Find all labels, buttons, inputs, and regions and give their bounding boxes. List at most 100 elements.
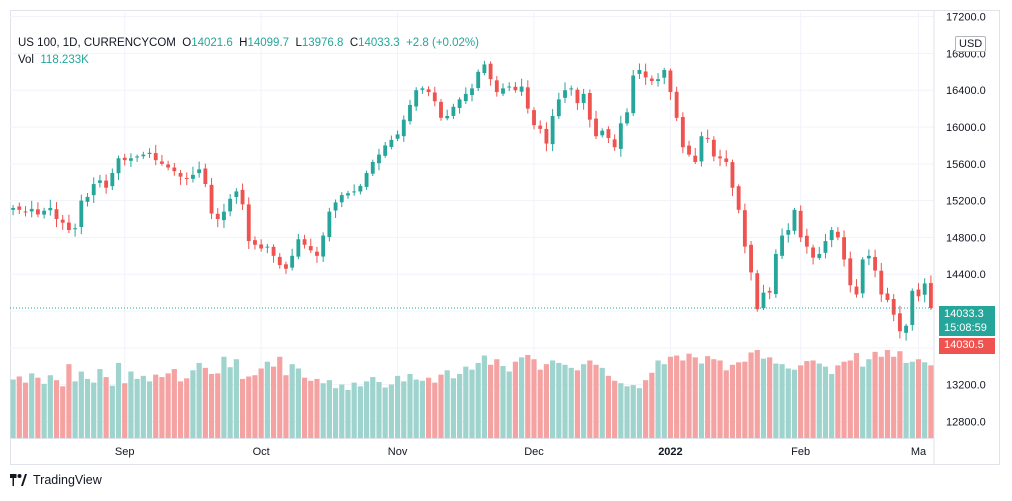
symbol-label[interactable]: US 100, 1D, CURRENCYCOM <box>18 37 176 49</box>
volume-bar <box>599 367 605 438</box>
volume-bar <box>22 382 29 438</box>
volume-bar <box>822 366 829 438</box>
volume-bar <box>115 362 122 438</box>
x-tick-label: Nov <box>388 446 408 458</box>
candle-body <box>631 75 636 114</box>
volume-bar <box>215 373 221 438</box>
candle-body <box>817 253 822 258</box>
candle-body <box>315 251 319 256</box>
volume-bar <box>729 364 736 438</box>
volume-bar <box>481 355 488 438</box>
volume-bar <box>475 362 481 438</box>
ohlc-row: US 100, 1D, CURRENCYCOM O14021.6 H14099.… <box>18 35 479 52</box>
y-tick-label: 12800.0 <box>946 416 986 428</box>
candle-body <box>637 69 642 74</box>
volume-bar <box>667 356 674 438</box>
volume-bar <box>872 351 878 438</box>
candle-body <box>97 180 102 183</box>
volume-bar <box>146 381 153 438</box>
currency-badge[interactable]: USD <box>955 36 987 52</box>
candle-body <box>470 88 474 96</box>
candle-body <box>786 230 791 235</box>
volume-bar <box>785 368 791 438</box>
volume-bar <box>450 378 457 438</box>
y-tick-label: 15600.0 <box>946 159 986 171</box>
volume-bar <box>469 369 475 438</box>
volume-bar <box>425 377 432 438</box>
candle-body <box>414 90 419 107</box>
volume-label[interactable]: Vol <box>18 54 34 66</box>
change-value: +2.8 (+0.02%) <box>406 37 479 49</box>
candle-body <box>897 313 902 332</box>
volume-bar <box>680 360 686 438</box>
x-tick-label: Feb <box>791 446 810 458</box>
candle-body <box>780 235 784 256</box>
candle-body <box>804 235 809 247</box>
volume-bar <box>246 376 252 438</box>
volume-bar <box>860 366 866 438</box>
candle-body <box>594 118 598 137</box>
candle-body <box>904 325 909 333</box>
candle-body <box>606 129 611 139</box>
candle-body <box>346 193 350 196</box>
volume-bar <box>134 378 140 438</box>
candle-body <box>476 71 481 89</box>
candle-body <box>618 123 623 149</box>
volume-bar <box>909 361 915 438</box>
volume-bar <box>593 364 599 438</box>
candle-body <box>364 173 369 187</box>
volume-bar <box>332 388 339 438</box>
volume-bar <box>301 377 308 438</box>
volume-bar <box>289 364 295 438</box>
candle-body <box>401 119 406 137</box>
volume-bar <box>773 363 779 438</box>
volume-bar <box>568 367 574 438</box>
volume-bar <box>140 375 146 438</box>
candle-body <box>569 88 574 90</box>
volume-bar <box>382 387 388 438</box>
volume-bar <box>351 382 357 438</box>
volume-bar <box>618 383 624 438</box>
candle-body <box>122 157 127 161</box>
y-tick-label: 13200.0 <box>946 380 986 392</box>
tradingview-logo-icon[interactable] <box>10 474 27 486</box>
candle-body <box>519 86 524 92</box>
candle-body <box>333 202 338 211</box>
volume-bar <box>407 374 413 438</box>
candle-body <box>66 222 71 231</box>
candle-body <box>29 208 34 212</box>
brand-name[interactable]: TradingView <box>33 473 102 487</box>
volume-bar <box>574 370 581 438</box>
volume-bar <box>233 359 239 438</box>
candle-body <box>749 244 753 273</box>
volume-bar <box>643 380 649 438</box>
last-price-value: 14033.3 <box>944 308 984 320</box>
volume-bar <box>109 385 115 438</box>
y-tick-label: 16400.0 <box>946 85 986 97</box>
volume-bar <box>748 352 754 438</box>
candle-body <box>922 283 927 295</box>
volume-bar <box>444 370 450 438</box>
candle-body <box>687 145 691 155</box>
volume-bar <box>487 364 494 438</box>
volume-bar <box>612 380 618 438</box>
candle-body <box>54 209 59 220</box>
volume-bar <box>736 362 742 438</box>
volume-bar <box>277 356 283 438</box>
candle-body <box>129 158 133 161</box>
chart-legend: US 100, 1D, CURRENCYCOM O14021.6 H14099.… <box>18 35 479 69</box>
candle-body <box>581 93 586 103</box>
volume-bar <box>345 390 351 438</box>
x-tick-label: Dec <box>524 446 544 458</box>
candle-body <box>277 256 282 266</box>
candle-body <box>612 139 617 148</box>
volume-bar <box>829 374 835 438</box>
candle-body <box>178 173 183 177</box>
volume-bar <box>388 384 394 438</box>
volume-bar <box>841 361 847 438</box>
volume-bar <box>438 374 444 438</box>
volume-bar <box>537 369 543 438</box>
volume-bar <box>84 378 91 438</box>
volume-bar <box>605 375 612 438</box>
